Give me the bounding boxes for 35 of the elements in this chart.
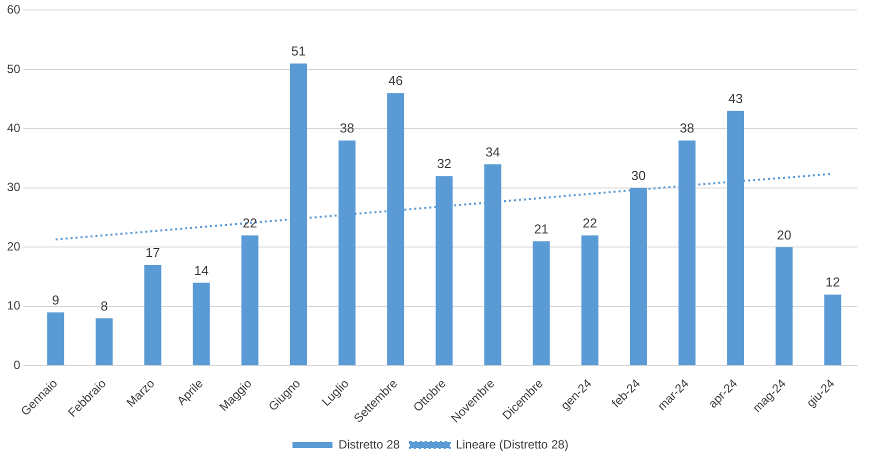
bar [96, 318, 113, 366]
data-label: 51 [291, 44, 306, 59]
y-tick-label: 20 [6, 239, 21, 254]
bar [241, 235, 258, 366]
data-label: 38 [340, 120, 354, 136]
bar [47, 312, 64, 366]
legend-label: Lineare (Distretto 28) [456, 437, 569, 452]
y-tick-label: 40 [6, 121, 21, 136]
data-label: 22 [242, 215, 258, 230]
data-label: 14 [194, 262, 209, 278]
data-label: 12 [825, 274, 840, 290]
y-tick-label: 30 [6, 180, 21, 194]
data-label: 20 [776, 227, 792, 242]
data-label: 9 [52, 292, 60, 308]
bar [776, 247, 793, 366]
bar [144, 264, 162, 366]
bar [192, 282, 210, 366]
data-label: 46 [388, 73, 403, 88]
legend-label: Distretto 28 [338, 437, 400, 452]
bar [581, 235, 598, 366]
y-tick-label: 10 [6, 298, 21, 313]
data-label: 43 [728, 90, 743, 106]
data-label: 22 [582, 215, 598, 230]
y-tick-label: 0 [14, 358, 21, 372]
data-label: 8 [100, 298, 108, 314]
data-label: 34 [486, 144, 500, 160]
y-tick-label: 60 [6, 2, 21, 17]
bar [824, 294, 842, 366]
data-label: 17 [146, 245, 160, 260]
data-label: 21 [534, 221, 549, 236]
data-label: 32 [436, 156, 452, 172]
data-label: 30 [631, 168, 646, 184]
bar [532, 241, 550, 366]
data-label: 38 [680, 120, 694, 136]
y-tick-label: 50 [6, 62, 21, 76]
